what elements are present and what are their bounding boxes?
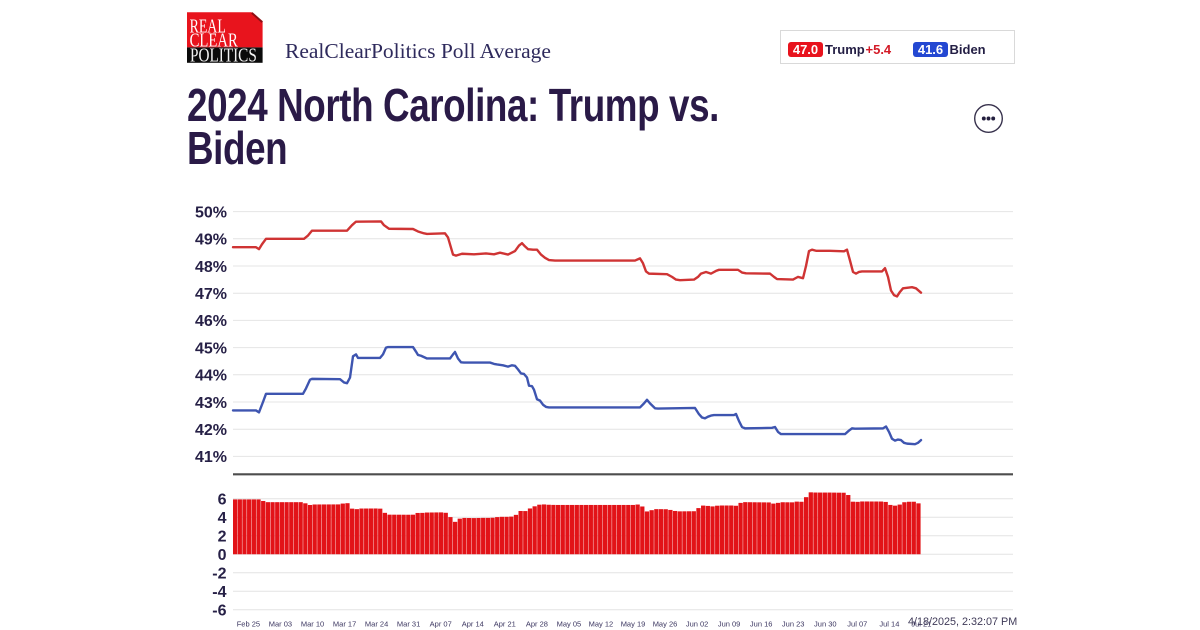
svg-text:POLITICS: POLITICS bbox=[190, 45, 257, 63]
svg-text:Jun 23: Jun 23 bbox=[782, 619, 805, 628]
svg-text:Jun 02: Jun 02 bbox=[686, 619, 709, 628]
svg-text:Feb 25: Feb 25 bbox=[237, 619, 260, 628]
svg-text:Mar 10: Mar 10 bbox=[301, 619, 324, 628]
svg-text:42%: 42% bbox=[195, 422, 227, 439]
svg-text:4/18/2025, 2:32:07 PM: 4/18/2025, 2:32:07 PM bbox=[908, 616, 1017, 628]
svg-text:-4: -4 bbox=[212, 584, 226, 601]
svg-text:4: 4 bbox=[218, 510, 227, 527]
svg-text:Jul 07: Jul 07 bbox=[847, 619, 867, 628]
svg-text:2: 2 bbox=[218, 529, 227, 546]
svg-text:Apr 14: Apr 14 bbox=[462, 619, 484, 628]
svg-text:Jun 30: Jun 30 bbox=[814, 619, 837, 628]
svg-text:47%: 47% bbox=[195, 286, 227, 303]
svg-text:Jun 09: Jun 09 bbox=[718, 619, 741, 628]
svg-text:Mar 24: Mar 24 bbox=[365, 619, 388, 628]
svg-text:Jun 16: Jun 16 bbox=[750, 619, 773, 628]
svg-text:0: 0 bbox=[218, 547, 227, 564]
svg-text:50%: 50% bbox=[195, 204, 227, 221]
svg-text:May 12: May 12 bbox=[589, 619, 614, 628]
svg-text:Apr 07: Apr 07 bbox=[430, 619, 452, 628]
svg-text:May 05: May 05 bbox=[557, 619, 582, 628]
svg-text:45%: 45% bbox=[195, 340, 227, 357]
svg-text:43%: 43% bbox=[195, 395, 227, 412]
svg-text:48%: 48% bbox=[195, 259, 227, 276]
svg-text:Apr 28: Apr 28 bbox=[526, 619, 548, 628]
svg-text:6: 6 bbox=[218, 492, 227, 509]
svg-text:Jul 14: Jul 14 bbox=[879, 619, 899, 628]
svg-text:May 19: May 19 bbox=[621, 619, 646, 628]
svg-text:49%: 49% bbox=[195, 232, 227, 249]
svg-text:-2: -2 bbox=[212, 566, 226, 583]
svg-text:41%: 41% bbox=[195, 449, 227, 466]
svg-text:Apr 21: Apr 21 bbox=[494, 619, 516, 628]
svg-text:Jul 21: Jul 21 bbox=[911, 619, 931, 628]
svg-text:44%: 44% bbox=[195, 368, 227, 385]
svg-text:REAL: REAL bbox=[190, 16, 226, 37]
svg-text:Mar 03: Mar 03 bbox=[269, 619, 292, 628]
svg-text:May 26: May 26 bbox=[653, 619, 678, 628]
svg-text:46%: 46% bbox=[195, 313, 227, 330]
svg-text:CLEAR: CLEAR bbox=[190, 30, 238, 51]
svg-text:Mar 17: Mar 17 bbox=[333, 619, 356, 628]
svg-text:-6: -6 bbox=[212, 603, 226, 620]
svg-text:Mar 31: Mar 31 bbox=[397, 619, 420, 628]
